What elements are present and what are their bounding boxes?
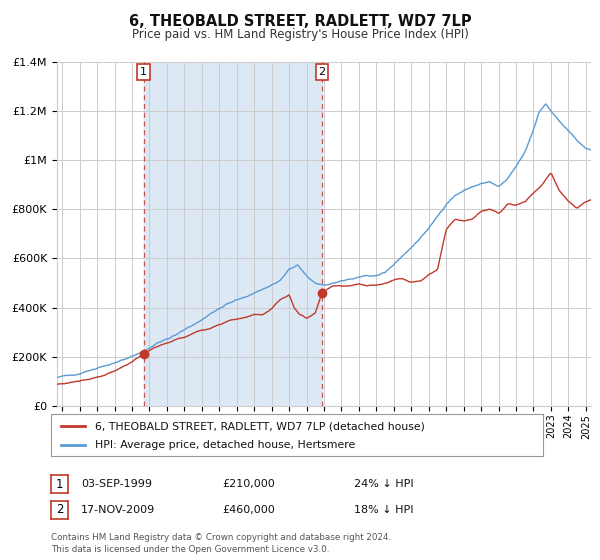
- Text: This data is licensed under the Open Government Licence v3.0.: This data is licensed under the Open Gov…: [51, 545, 329, 554]
- Text: Contains HM Land Registry data © Crown copyright and database right 2024.: Contains HM Land Registry data © Crown c…: [51, 533, 391, 542]
- Text: 6, THEOBALD STREET, RADLETT, WD7 7LP (detached house): 6, THEOBALD STREET, RADLETT, WD7 7LP (de…: [95, 421, 425, 431]
- Bar: [144, 62, 322, 406]
- Text: 18% ↓ HPI: 18% ↓ HPI: [354, 505, 413, 515]
- Text: 24% ↓ HPI: 24% ↓ HPI: [354, 479, 413, 489]
- Text: 1: 1: [56, 478, 63, 491]
- Text: £210,000: £210,000: [222, 479, 275, 489]
- Text: HPI: Average price, detached house, Hertsmere: HPI: Average price, detached house, Hert…: [95, 440, 356, 450]
- Text: Price paid vs. HM Land Registry's House Price Index (HPI): Price paid vs. HM Land Registry's House …: [131, 28, 469, 41]
- Text: 03-SEP-1999: 03-SEP-1999: [81, 479, 152, 489]
- Text: 2: 2: [319, 67, 325, 77]
- Text: 2: 2: [56, 503, 63, 516]
- Text: 6, THEOBALD STREET, RADLETT, WD7 7LP: 6, THEOBALD STREET, RADLETT, WD7 7LP: [128, 14, 472, 29]
- Text: 1: 1: [140, 67, 147, 77]
- Text: 17-NOV-2009: 17-NOV-2009: [81, 505, 155, 515]
- Text: £460,000: £460,000: [222, 505, 275, 515]
